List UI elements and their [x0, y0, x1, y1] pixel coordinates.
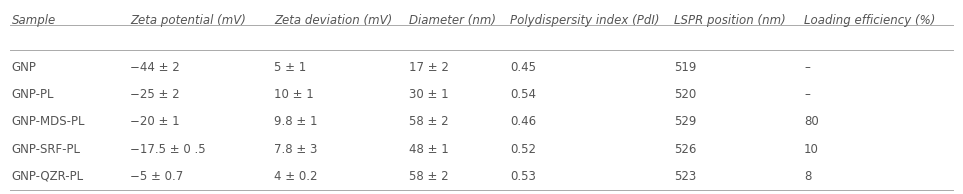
Text: GNP-MDS-PL: GNP-MDS-PL [12, 115, 85, 128]
Text: 519: 519 [674, 61, 696, 74]
Text: −17.5 ± 0 .5: −17.5 ± 0 .5 [130, 143, 206, 156]
Text: 526: 526 [674, 143, 696, 156]
Text: –: – [804, 88, 810, 101]
Text: 4 ± 0.2: 4 ± 0.2 [274, 170, 318, 183]
Text: 10 ± 1: 10 ± 1 [274, 88, 314, 101]
Text: LSPR position (nm): LSPR position (nm) [674, 14, 786, 27]
Text: GNP-QZR-PL: GNP-QZR-PL [12, 170, 84, 183]
Text: Polydispersity index (PdI): Polydispersity index (PdI) [510, 14, 660, 27]
Text: Sample: Sample [12, 14, 56, 27]
Text: 520: 520 [674, 88, 696, 101]
Text: 5 ± 1: 5 ± 1 [274, 61, 306, 74]
Text: –: – [804, 61, 810, 74]
Text: 48 ± 1: 48 ± 1 [409, 143, 449, 156]
Text: Diameter (nm): Diameter (nm) [409, 14, 496, 27]
Text: 0.54: 0.54 [510, 88, 536, 101]
Text: GNP-SRF-PL: GNP-SRF-PL [12, 143, 81, 156]
Text: Loading efficiency (%): Loading efficiency (%) [804, 14, 935, 27]
Text: 529: 529 [674, 115, 696, 128]
Text: 0.45: 0.45 [510, 61, 536, 74]
Text: 523: 523 [674, 170, 696, 183]
Text: 30 ± 1: 30 ± 1 [409, 88, 449, 101]
Text: −20 ± 1: −20 ± 1 [130, 115, 180, 128]
Text: 9.8 ± 1: 9.8 ± 1 [274, 115, 318, 128]
Text: GNP-PL: GNP-PL [12, 88, 54, 101]
Text: 58 ± 2: 58 ± 2 [409, 170, 449, 183]
Text: −44 ± 2: −44 ± 2 [130, 61, 180, 74]
Text: GNP: GNP [12, 61, 37, 74]
Text: 80: 80 [804, 115, 819, 128]
Text: −25 ± 2: −25 ± 2 [130, 88, 180, 101]
Text: 0.53: 0.53 [510, 170, 536, 183]
Text: 8: 8 [804, 170, 812, 183]
Text: 17 ± 2: 17 ± 2 [409, 61, 449, 74]
Text: −5 ± 0.7: −5 ± 0.7 [130, 170, 183, 183]
Text: 0.52: 0.52 [510, 143, 536, 156]
Text: 0.46: 0.46 [510, 115, 536, 128]
Text: 58 ± 2: 58 ± 2 [409, 115, 449, 128]
Text: Zeta potential (mV): Zeta potential (mV) [130, 14, 246, 27]
Text: Zeta deviation (mV): Zeta deviation (mV) [274, 14, 393, 27]
Text: 10: 10 [804, 143, 819, 156]
Text: 7.8 ± 3: 7.8 ± 3 [274, 143, 318, 156]
